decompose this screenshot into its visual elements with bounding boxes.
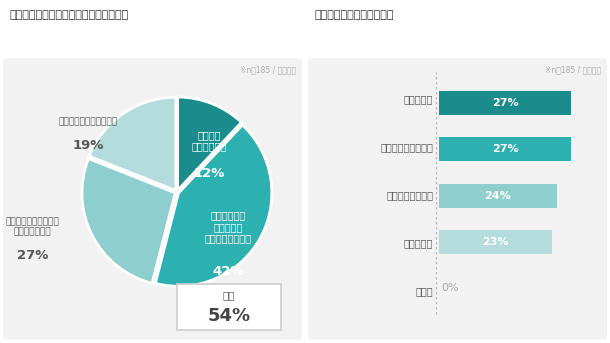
Text: 全く対策
できていない: 全く対策 できていない [192, 130, 227, 152]
FancyBboxPatch shape [3, 58, 302, 340]
Bar [439, 91, 572, 115]
Wedge shape [89, 97, 176, 191]
Text: その他: その他 [415, 286, 433, 297]
Text: 27%: 27% [492, 98, 518, 108]
Text: 対応実施にあたっての課題: 対応実施にあたっての課題 [314, 10, 393, 20]
Text: 19%: 19% [73, 139, 104, 152]
Text: 法的な知見の不足: 法的な知見の不足 [386, 190, 433, 201]
Text: 対策はほぼ終えたが、
一部残っている: 対策はほぼ終えたが、 一部残っている [5, 217, 59, 237]
Text: 23%: 23% [483, 237, 509, 247]
Text: 技術的な知見の不足: 技術的な知見の不足 [380, 142, 433, 153]
Text: 必要な対策は全て終えた: 必要な対策は全て終えた [59, 118, 118, 127]
Text: 27%: 27% [16, 249, 48, 262]
Bar [439, 184, 557, 208]
Text: 合計: 合計 [223, 291, 235, 301]
Text: ※n＝185 / 複数回答: ※n＝185 / 複数回答 [240, 65, 296, 74]
Text: 42%: 42% [212, 265, 244, 278]
Text: 24%: 24% [484, 190, 511, 201]
Text: ※n＝185 / 単一回答: ※n＝185 / 単一回答 [545, 65, 601, 74]
Text: 人員の不足: 人員の不足 [404, 94, 433, 105]
Text: 資金の不足: 資金の不足 [404, 238, 433, 249]
FancyBboxPatch shape [177, 284, 281, 330]
Text: 27%: 27% [492, 144, 518, 154]
Text: 課題（業務への影響）に対する対応状況: 課題（業務への影響）に対する対応状況 [9, 10, 128, 20]
Bar [439, 230, 552, 254]
Bar [439, 137, 572, 161]
Text: 54%: 54% [207, 307, 250, 325]
Wedge shape [156, 125, 272, 286]
Wedge shape [82, 158, 175, 283]
Text: 0%: 0% [442, 283, 459, 293]
Text: 12%: 12% [194, 167, 225, 180]
FancyBboxPatch shape [308, 58, 607, 340]
Text: 対策の一部は
終えたが、
多くが残っている: 対策の一部は 終えたが、 多くが残っている [205, 211, 252, 244]
Wedge shape [178, 97, 242, 190]
